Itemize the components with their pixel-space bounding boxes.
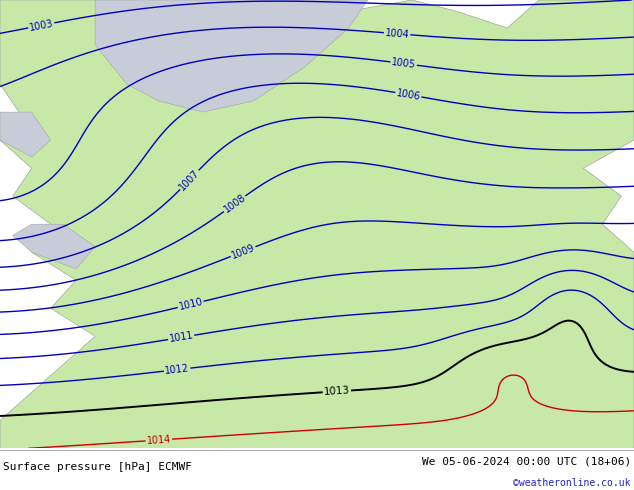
Text: 1008: 1008 [222,193,247,215]
Text: 1004: 1004 [385,28,410,40]
Text: 1012: 1012 [164,363,190,376]
Text: We 05-06-2024 00:00 UTC (18+06): We 05-06-2024 00:00 UTC (18+06) [422,457,631,466]
Text: 1005: 1005 [391,57,417,70]
Text: 1009: 1009 [230,243,256,261]
Text: 1006: 1006 [396,88,421,102]
Text: Surface pressure [hPa] ECMWF: Surface pressure [hPa] ECMWF [3,462,192,472]
Text: 1014: 1014 [146,434,171,446]
Text: 1007: 1007 [178,168,202,192]
Text: 1013: 1013 [323,386,351,397]
Text: 1003: 1003 [29,18,55,33]
Text: 1011: 1011 [168,330,194,344]
Text: 1010: 1010 [178,296,204,312]
Text: ©weatheronline.co.uk: ©weatheronline.co.uk [514,477,631,488]
